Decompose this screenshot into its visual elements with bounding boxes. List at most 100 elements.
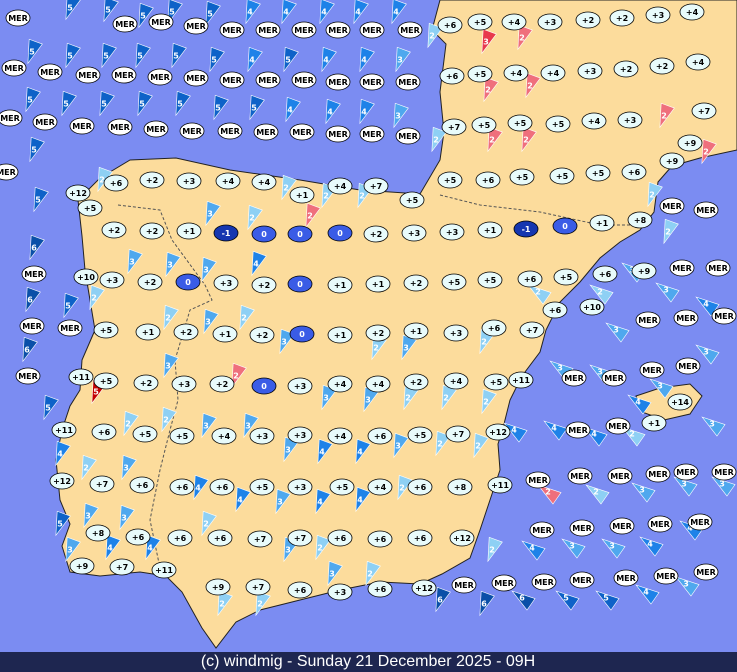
temperature: +4 — [685, 53, 711, 71]
temperature-label: +1 — [648, 419, 661, 428]
temperature-oval — [251, 276, 277, 294]
wind-speed: 5 — [57, 520, 63, 529]
wind-arrow: 4 — [391, 0, 407, 25]
wind-speed: 2 — [437, 440, 443, 449]
temperature-label: +6 — [110, 179, 123, 188]
temperature-oval — [613, 60, 639, 78]
temperature-oval — [631, 262, 657, 280]
temperature-label: +1 — [334, 281, 347, 290]
wind-speed: 4 — [323, 56, 329, 65]
wind-speed: 4 — [321, 8, 327, 17]
wind-flag — [605, 322, 630, 343]
temperature-label: +3 — [294, 483, 306, 492]
sea-label: MER — [561, 369, 587, 387]
sea-label-oval — [529, 521, 555, 539]
wind-arrow: 2 — [427, 22, 443, 49]
temperature-oval — [287, 377, 313, 395]
temperature-oval — [407, 478, 433, 496]
temperature-label: +9 — [638, 267, 651, 276]
temperature: +3 — [577, 62, 603, 80]
wind-flag — [543, 420, 568, 441]
wind-flag — [65, 536, 81, 563]
wind-flag — [701, 416, 726, 437]
sea-label: MER — [669, 259, 695, 277]
temperature-oval — [401, 224, 427, 242]
temperature-label: +12 — [453, 534, 471, 543]
temperature: +5 — [437, 171, 463, 189]
wind-speed: 2 — [307, 212, 313, 221]
temperature-label: +2 — [582, 16, 594, 25]
wind-arrow: 2 — [517, 24, 533, 51]
wind-speed: 2 — [203, 520, 209, 529]
temperature-oval — [91, 423, 117, 441]
wind-flag — [121, 454, 137, 481]
wind-speed: 4 — [249, 56, 255, 65]
wind-flag — [249, 94, 265, 121]
wind-arrow: 6 — [435, 586, 451, 613]
temperature-oval — [367, 580, 393, 598]
wind-speed: 3 — [205, 318, 211, 327]
wind-speed: 3 — [285, 446, 291, 455]
temperature: +5 — [93, 372, 119, 390]
temperature-label: +2 — [180, 328, 192, 337]
temperature: +6 — [475, 171, 501, 189]
temperature: +2 — [173, 323, 199, 341]
temperature: +1 — [176, 222, 202, 240]
temperature-oval — [659, 152, 685, 170]
wind-speed: 5 — [140, 12, 146, 21]
wind-speed: 5 — [215, 104, 221, 113]
temperature-oval — [103, 174, 129, 192]
temperature-oval — [519, 321, 545, 339]
temperature-label: +3 — [334, 588, 346, 597]
wind-speed: 2 — [219, 600, 225, 609]
temperature-label: +5 — [100, 326, 113, 335]
sea-label-label: MER — [454, 581, 474, 590]
temperature: +2 — [365, 324, 391, 342]
wind-flag — [601, 538, 626, 559]
temperature-label: +5 — [414, 431, 427, 440]
temperature-oval — [169, 478, 195, 496]
temperature-oval — [437, 16, 463, 34]
sea-label: MER — [525, 471, 551, 489]
temperature: +6 — [592, 265, 618, 283]
wind-speed: 5 — [563, 594, 569, 603]
temperature-oval — [209, 478, 235, 496]
temperature-label: +11 — [55, 426, 73, 435]
wind-speed: 5 — [105, 6, 111, 15]
temperature: +6 — [287, 581, 313, 599]
sea-label-oval — [359, 73, 385, 91]
wind-arrow: 5 — [65, 42, 81, 69]
temperature: +6 — [209, 478, 235, 496]
temperature-label: +5 — [514, 119, 527, 128]
sea-label: MER — [112, 15, 138, 33]
temperature-oval — [109, 558, 135, 576]
sea-label-label: MER — [328, 26, 348, 35]
temperature-oval — [213, 274, 239, 292]
temperature-label: +6 — [446, 72, 459, 81]
temperature-label: +2 — [146, 176, 158, 185]
temperature: +3 — [213, 274, 239, 292]
temperature-label: +5 — [444, 176, 457, 185]
sea-label-label: MER — [708, 264, 728, 273]
wind-speed: 2 — [405, 394, 411, 403]
wind-flag — [481, 28, 497, 55]
wind-arrow: 4 — [321, 46, 337, 73]
temperature-oval — [133, 374, 159, 392]
wind-flag — [503, 422, 528, 443]
sea-label-label: MER — [608, 422, 628, 431]
temperature-oval — [542, 301, 568, 319]
wind-arrow: 3 — [393, 432, 409, 459]
wind-flag — [585, 484, 610, 505]
temperature-oval — [327, 375, 353, 393]
wind-speed: 3 — [285, 546, 291, 555]
wind-arrow: 5 — [138, 2, 154, 29]
temperature-label: +7 — [526, 326, 538, 335]
temperature-label: +2 — [372, 329, 384, 338]
temperature: +6 — [439, 67, 465, 85]
wind-arrow: 4 — [55, 440, 71, 467]
temperature: +2 — [133, 374, 159, 392]
temperature-label: 0 — [297, 280, 303, 289]
temperature: +3 — [249, 427, 275, 445]
wind-speed: 3 — [613, 326, 619, 335]
temperature-label: +4 — [218, 432, 231, 441]
